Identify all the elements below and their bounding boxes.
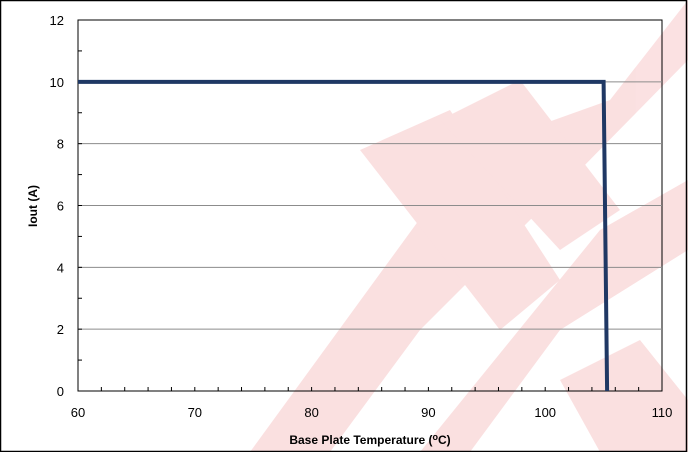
x-tick-label: 70 (188, 405, 202, 420)
x-tick-labels: 60 70 80 90 100 110 (71, 405, 673, 420)
y-tick-label: 4 (57, 260, 64, 275)
series-layer (78, 79, 610, 392)
x-axis-title-main: Base Plate Temperature ( (289, 433, 432, 447)
y-tick-label: 2 (57, 322, 64, 337)
x-tick-label: 90 (421, 405, 435, 420)
y-tick-label: 0 (57, 384, 64, 399)
watermark-logo (150, 0, 688, 452)
y-tick-labels: 0 2 4 6 8 10 12 (50, 13, 64, 399)
y-tick-label: 8 (57, 137, 64, 152)
x-axis-title-superscript: o (433, 432, 439, 442)
x-tick-label: 100 (534, 405, 556, 420)
x-tick-label: 80 (304, 405, 318, 420)
x-tick-label: 60 (71, 405, 85, 420)
x-tick-label: 110 (652, 405, 673, 420)
y-tick-label: 10 (50, 75, 64, 90)
x-axis-title: Base Plate Temperature (oC) (289, 432, 450, 447)
series-line (78, 79, 610, 392)
y-tick-label: 6 (57, 199, 64, 214)
x-axis-title-suffix: C) (438, 433, 451, 447)
y-axis-title: Iout (A) (26, 185, 40, 227)
y-tick-label: 12 (50, 13, 64, 28)
axis-minor-ticks (77, 19, 663, 392)
